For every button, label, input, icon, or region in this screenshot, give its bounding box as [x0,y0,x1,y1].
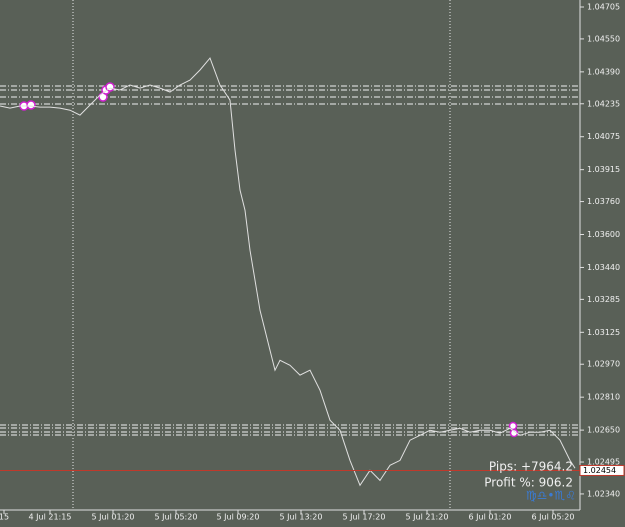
x-tick-label: 6 Jul 01:20 [469,513,512,522]
trade-markers [19,82,519,438]
x-tick-label: 5 Jul 09:20 [217,513,260,522]
y-tick-label: 1.04235 [587,99,620,108]
x-tick-label: 5 Jul 21:20 [406,513,449,522]
x-tick-label: 4 Jul 21:15 [29,513,72,522]
profit-text: Profit %: 906.2 [484,476,573,490]
x-tick-label: 6 Jul 05:20 [532,513,575,522]
y-tick-label: 1.04390 [587,67,620,76]
price-line [0,57,576,487]
y-tick-label: 1.02340 [587,489,620,498]
y-tick-label: 1.03125 [587,328,620,337]
x-tick-label: 5 Jul 17:20 [343,513,386,522]
current-price-box [579,464,625,476]
y-tick-label: 1.02810 [587,393,620,402]
pips-text: Pips: +7964.2 [489,460,573,474]
x-tick-label: 5 Jul 01:20 [92,513,135,522]
y-tick-label: 1.03600 [587,230,620,239]
y-tick-label: 1.02495 [587,458,620,467]
y-tick-label: 1.04075 [587,132,620,141]
y-tick-label: 1.03915 [587,165,620,174]
x-tick-label: 15 [0,513,9,522]
level-lines [0,85,580,436]
y-tick-label: 1.02650 [587,426,620,435]
x-tick-label: 5 Jul 05:20 [155,513,198,522]
current-price-label: 1.02454 [583,466,616,475]
y-tick-label: 1.04705 [587,3,620,12]
y-tick-label: 1.03440 [587,263,620,272]
y-tick-label: 1.02970 [587,360,620,369]
y-tick-label: 1.03760 [587,197,620,206]
zodiac-text: ♍♎•♏♌ [526,489,576,503]
x-tick-label: 5 Jul 13:20 [280,513,323,522]
y-tick-label: 1.04550 [587,34,620,43]
y-tick-label: 1.03285 [587,295,620,304]
